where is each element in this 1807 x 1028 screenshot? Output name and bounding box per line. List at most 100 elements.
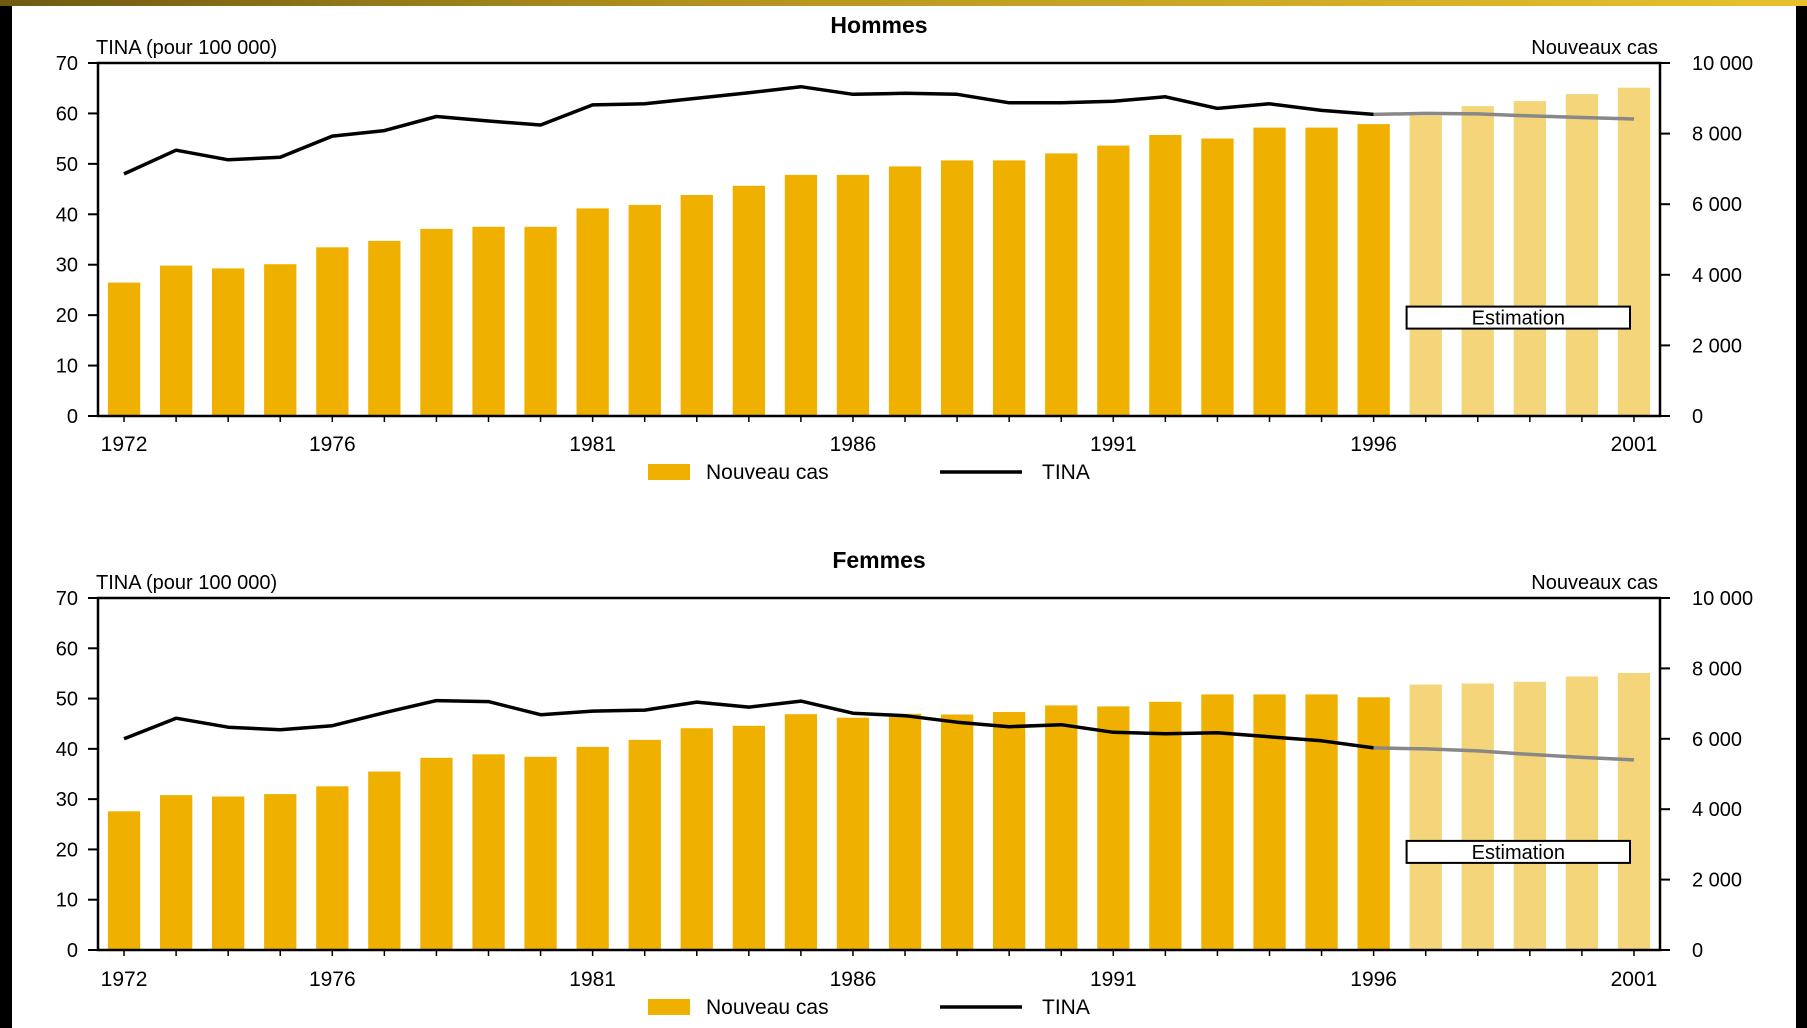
bar-1983	[680, 195, 713, 416]
right-tick-label: 6 000	[1692, 729, 1742, 751]
bar-1982	[628, 739, 661, 950]
estimation-box	[1405, 305, 1631, 330]
bar-2001-estimate	[1617, 87, 1651, 416]
right-tick-label: 10 000	[1692, 588, 1753, 610]
bar-1990	[1045, 153, 1078, 416]
bar-1988	[941, 160, 974, 416]
bar-1976	[316, 247, 349, 416]
left-tick-label: 70	[56, 53, 78, 75]
bar-1997-estimate	[1409, 115, 1442, 416]
bar-1995	[1305, 127, 1338, 416]
bar-1972	[107, 811, 141, 950]
bar-1989	[993, 160, 1026, 416]
chart-sheet: Hommes TINA (pour 100 000) Nouveaux cas Est…	[12, 6, 1796, 1028]
x-tick-label: 1981	[569, 968, 616, 991]
bar-1981	[576, 746, 609, 950]
legend: Nouveau cas TINA	[648, 461, 1090, 484]
left-tick-label: 20	[56, 305, 78, 327]
right-axis-label: Nouveaux cas	[1531, 37, 1658, 59]
chart-title: Femmes	[832, 547, 925, 573]
x-tick-label: 1986	[830, 433, 877, 456]
bar-2000-estimate	[1565, 94, 1599, 416]
bar-1974	[212, 268, 245, 416]
left-tick-label: 20	[56, 839, 78, 861]
bar-1995	[1305, 694, 1338, 950]
bar-1989	[993, 712, 1026, 950]
legend-label: Nouveau cas	[706, 461, 829, 484]
bar-1980	[524, 226, 557, 416]
x-tick-label: 1976	[309, 968, 356, 991]
legend-swatch-bar	[648, 999, 690, 1015]
bar-1996	[1357, 697, 1390, 950]
x-tick-label: 1986	[830, 968, 877, 991]
bar-1992	[1149, 701, 1182, 950]
bar-1996	[1357, 124, 1390, 416]
left-tick-label: 50	[56, 154, 78, 176]
bar-1994	[1253, 694, 1286, 950]
left-tick-label: 0	[67, 406, 78, 428]
x-tick-label: 1972	[101, 433, 148, 456]
bar-2001-estimate	[1617, 673, 1651, 950]
bar-1977	[368, 240, 401, 416]
bar-1999-estimate	[1513, 101, 1546, 416]
bar-1980	[524, 756, 557, 950]
bar-1982	[628, 204, 661, 416]
legend-label: Nouveau cas	[706, 996, 829, 1019]
bar-1974	[212, 796, 245, 950]
right-tick-label: 4 000	[1692, 265, 1742, 287]
bar-1998-estimate	[1461, 683, 1494, 950]
bar-1985	[784, 174, 818, 416]
legend-label: TINA	[1042, 461, 1090, 484]
right-tick-label: 8 000	[1692, 124, 1742, 146]
right-tick-label: 2 000	[1692, 870, 1742, 892]
bar-1976	[316, 786, 349, 950]
x-tick-label: 1996	[1350, 968, 1397, 991]
left-tick-label: 60	[56, 638, 78, 660]
right-tick-label: 4 000	[1692, 799, 1742, 821]
right-tick-label: 0	[1692, 940, 1703, 962]
bar-1978	[420, 757, 453, 950]
right-axis-label: Nouveaux cas	[1531, 572, 1658, 594]
left-tick-label: 10	[56, 890, 78, 912]
left-tick-label: 10	[56, 356, 78, 378]
x-tick-label: 1972	[101, 968, 148, 991]
x-tick-label: 1991	[1090, 968, 1137, 991]
x-tick-label: 1976	[309, 433, 356, 456]
chart-title: Hommes	[830, 12, 927, 38]
bar-1993	[1201, 694, 1234, 950]
bar-1991	[1097, 706, 1130, 950]
left-axis-label: TINA (pour 100 000)	[96, 572, 277, 594]
right-tick-label: 0	[1692, 406, 1703, 428]
estimation-label: Estimation	[1472, 308, 1565, 330]
legend-label: TINA	[1042, 996, 1090, 1019]
bar-1981	[576, 208, 609, 416]
estimation-box	[1405, 839, 1631, 864]
left-tick-label: 50	[56, 689, 78, 711]
bar-1992	[1149, 135, 1182, 416]
x-tick-label: 1996	[1350, 433, 1397, 456]
plot-frame	[96, 596, 1662, 952]
tina-line	[123, 698, 1374, 750]
left-tick-label: 60	[56, 103, 78, 125]
x-tick-label: 1981	[569, 433, 616, 456]
bar-1984	[732, 185, 765, 416]
charts-svg: Hommes TINA (pour 100 000) Nouveaux cas Est…	[56, 12, 1753, 1019]
tina-line-estimate	[1373, 746, 1635, 762]
bar-1997-estimate	[1409, 684, 1442, 950]
bar-1973	[160, 265, 193, 416]
bar-1985	[784, 714, 818, 950]
left-tick-label: 30	[56, 255, 78, 277]
left-tick-label: 30	[56, 789, 78, 811]
left-tick-label: 0	[67, 940, 78, 962]
bar-1993	[1201, 138, 1234, 416]
bar-1998-estimate	[1461, 106, 1494, 416]
top-accent-bar	[0, 0, 1807, 6]
chart-femmes: Femmes TINA (pour 100 000) Nouveaux cas Est…	[56, 547, 1753, 1019]
bar-1983	[680, 728, 713, 950]
chart-hommes: Hommes TINA (pour 100 000) Nouveaux cas Est…	[56, 12, 1753, 484]
x-tick-label: 1991	[1090, 433, 1137, 456]
bar-1987	[888, 166, 922, 416]
bar-1988	[941, 714, 974, 950]
bar-2000-estimate	[1565, 676, 1599, 950]
bar-1975	[264, 794, 297, 950]
